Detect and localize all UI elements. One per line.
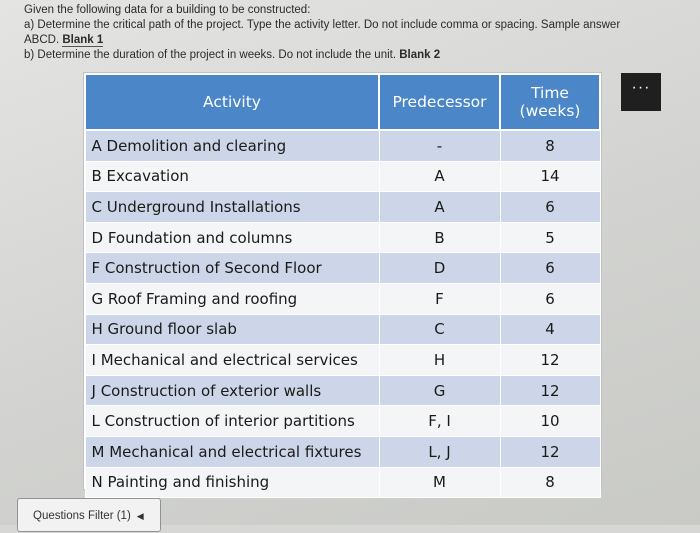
part-b-text: b) Determine the duration of the project… <box>24 49 397 61</box>
blank-2-label[interactable]: Blank 2 <box>399 49 441 61</box>
time-cell: 12 <box>499 374 601 407</box>
predecessor-cell: L, J <box>378 435 501 468</box>
more-options-button[interactable]: ··· <box>621 73 661 111</box>
time-cell: 6 <box>499 252 601 284</box>
activity-cell: A Demolition and clearing <box>84 129 380 162</box>
table-row: L Construction of interior partitions F,… <box>84 405 601 437</box>
predecessor-cell: M <box>378 466 501 499</box>
time-cell: 5 <box>499 221 601 254</box>
question-part-b: b) Determine the duration of the project… <box>24 48 684 63</box>
table-row: G Roof Framing and roofing F 6 <box>84 282 601 315</box>
predecessor-cell: H <box>378 344 501 376</box>
header-time-line1: Time <box>531 84 569 102</box>
predecessor-cell: - <box>378 129 501 162</box>
table-row: B Excavation A 14 <box>84 160 601 193</box>
time-cell: 14 <box>499 160 601 193</box>
table-row: J Construction of exterior walls G 12 <box>84 374 601 407</box>
table-row: F Construction of Second Floor D 6 <box>84 252 601 284</box>
table-row: C Underground Installations A 6 <box>84 191 601 223</box>
activity-cell: G Roof Framing and roofing <box>84 282 380 315</box>
table-row: D Foundation and columns B 5 <box>84 221 601 254</box>
questions-filter-label: Questions Filter (1) <box>33 510 131 522</box>
activity-cell: D Foundation and columns <box>84 221 380 254</box>
table-row: H Ground floor slab C 4 <box>84 313 601 346</box>
table-row: N Painting and finishing M 8 <box>84 466 601 499</box>
activity-cell: F Construction of Second Floor <box>84 252 380 284</box>
predecessor-cell: D <box>378 252 501 284</box>
part-a-sample: ABCD. <box>24 34 60 46</box>
table-row: M Mechanical and electrical fixtures L, … <box>84 435 601 468</box>
question-part-a-cont: ABCD. Blank 1 <box>24 33 684 48</box>
header-activity: Activity <box>84 73 380 131</box>
predecessor-cell: F, I <box>378 405 501 437</box>
table-header-row: Activity Predecessor Time (weeks) <box>84 73 601 131</box>
triangle-left-icon: ◀ <box>136 511 144 521</box>
question-intro: Given the following data for a building … <box>24 4 311 16</box>
time-cell: 12 <box>499 435 601 468</box>
activity-cell: I Mechanical and electrical services <box>84 344 380 376</box>
activity-cell: M Mechanical and electrical fixtures <box>84 435 380 468</box>
activity-cell: H Ground floor slab <box>84 313 380 346</box>
activity-cell: C Underground Installations <box>84 191 380 223</box>
activity-cell: J Construction of exterior walls <box>84 374 380 407</box>
activity-cell: L Construction of interior partitions <box>84 405 380 437</box>
activity-cell: B Excavation <box>84 160 380 193</box>
time-cell: 10 <box>499 405 601 437</box>
time-cell: 8 <box>499 466 601 499</box>
predecessor-cell: A <box>378 191 501 223</box>
activity-table: Activity Predecessor Time (weeks) A Demo… <box>84 73 601 499</box>
questions-filter-button[interactable]: Questions Filter (1) ◀ <box>17 498 161 532</box>
predecessor-cell: G <box>378 374 501 407</box>
header-time-line2: (weeks) <box>519 102 581 120</box>
predecessor-cell: C <box>378 313 501 346</box>
predecessor-cell: A <box>378 160 501 193</box>
header-time: Time (weeks) <box>499 73 601 131</box>
time-cell: 4 <box>499 313 601 346</box>
time-cell: 6 <box>499 282 601 315</box>
table-row: I Mechanical and electrical services H 1… <box>84 344 601 376</box>
activity-cell: N Painting and finishing <box>84 466 380 499</box>
time-cell: 12 <box>499 344 601 376</box>
blank-1-label[interactable]: Blank 1 <box>62 34 104 47</box>
table-row: A Demolition and clearing - 8 <box>84 129 601 162</box>
question-part-a: a) Determine the critical path of the pr… <box>24 19 621 31</box>
predecessor-cell: B <box>378 221 501 254</box>
predecessor-cell: F <box>378 282 501 315</box>
time-cell: 6 <box>499 191 601 223</box>
header-predecessor: Predecessor <box>378 73 501 131</box>
time-cell: 8 <box>499 129 601 162</box>
question-text: Given the following data for a building … <box>24 3 684 63</box>
